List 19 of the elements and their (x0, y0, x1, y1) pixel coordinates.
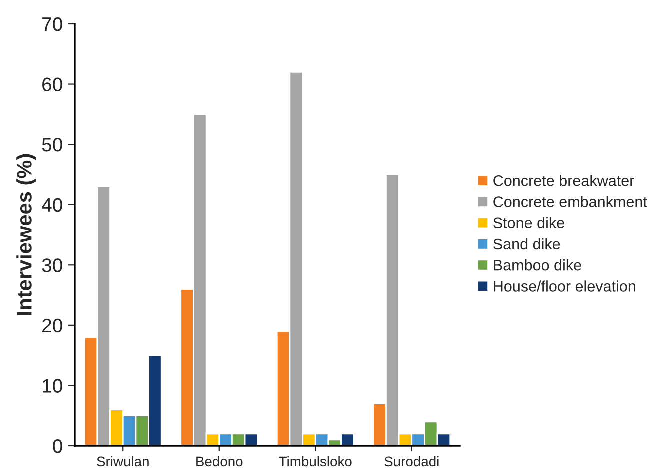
x-tick-label: Surodadi (384, 456, 439, 467)
y-tick-label: 10 (43, 379, 62, 393)
legend-label: Sand dike (494, 238, 560, 250)
legend-label: Concrete embankment (494, 196, 648, 208)
y-tick-label: 20 (42, 318, 62, 333)
legend-label: Concrete breakwater (494, 175, 634, 186)
y-tick-label: 70 (42, 17, 62, 32)
x-tick-label: Bedono (196, 456, 243, 467)
legend-label: Bamboo dike (494, 260, 582, 271)
legend-label: Stone dike (494, 217, 564, 229)
x-tick-label: Sriwulan (97, 456, 149, 467)
x-tick-label: Timbulsloko (279, 456, 352, 467)
y-tick-label: 40 (42, 198, 62, 212)
y-tick-label: 60 (42, 78, 62, 92)
y-axis-title: Interviewees (%) (16, 154, 36, 316)
y-tick-label: 30 (42, 258, 62, 272)
legend-label: House/floor elevation (494, 280, 636, 292)
y-tick-label: 50 (42, 138, 62, 152)
y-tick-label: 0 (53, 439, 62, 454)
